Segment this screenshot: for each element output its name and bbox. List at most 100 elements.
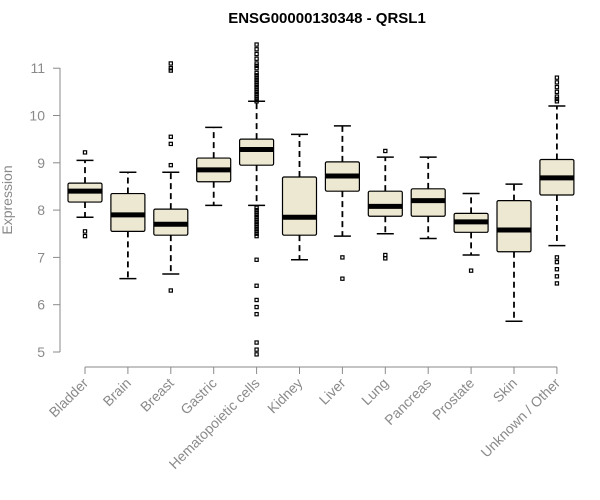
- outlier-point: [254, 352, 259, 357]
- outlier-point: [254, 219, 259, 225]
- outlier-point: [82, 229, 88, 234]
- iqr-box: [239, 138, 275, 166]
- outlier-point: [254, 47, 259, 52]
- outlier-point: [254, 210, 259, 215]
- outlier-point: [254, 222, 259, 227]
- outlier-point: [254, 73, 259, 78]
- iqr-box: [367, 190, 403, 217]
- outlier-point: [383, 256, 388, 261]
- outlier-point: [554, 80, 560, 85]
- outlier-point: [554, 96, 560, 102]
- x-tick-label: Gastric: [177, 375, 220, 418]
- outlier-point: [554, 259, 560, 265]
- outlier-point: [254, 205, 259, 210]
- outlier-point: [254, 257, 259, 262]
- outlier-point: [254, 304, 259, 310]
- outlier-point: [554, 84, 560, 90]
- outlier-point: [254, 347, 259, 352]
- outlier-point: [254, 80, 259, 85]
- outlier-point: [554, 94, 560, 99]
- outlier-point: [254, 217, 259, 222]
- outlier-point: [554, 89, 560, 95]
- outlier-point: [254, 226, 259, 232]
- x-tick-label: Pancreas: [381, 375, 434, 428]
- outlier-point: [468, 268, 474, 273]
- outlier-point: [82, 233, 88, 239]
- y-axis-ticks: 5 6 7 8 9 10 11: [29, 60, 60, 360]
- box-group: [496, 183, 532, 323]
- outlier-point: [254, 56, 259, 61]
- chart-title: ENSG00000130348 - QRSL1: [228, 10, 426, 27]
- outlier-point: [254, 75, 259, 80]
- iqr-box: [496, 200, 532, 253]
- outlier-point: [254, 224, 259, 229]
- outlier-point: [254, 61, 259, 66]
- outlier-point: [254, 84, 259, 90]
- outlier-point: [168, 141, 173, 147]
- outlier-point: [82, 150, 88, 155]
- outlier-point: [254, 229, 259, 234]
- outlier-point: [168, 134, 173, 139]
- box-group: [239, 42, 275, 357]
- box-group: [324, 125, 360, 281]
- box-group: [453, 192, 489, 273]
- outlier-point: [168, 65, 173, 71]
- outlier-point: [254, 207, 259, 213]
- outlier-point: [254, 42, 259, 47]
- outlier-point: [254, 70, 259, 76]
- outlier-point: [554, 75, 560, 80]
- iqr-box: [281, 176, 318, 236]
- y-tick-label: 6: [37, 297, 45, 313]
- outlier-point: [254, 63, 259, 69]
- outlier-point: [254, 94, 259, 99]
- outlier-point: [254, 51, 259, 57]
- y-tick-label: 10: [29, 108, 45, 124]
- x-tick-label: Skin: [490, 375, 521, 406]
- x-tick-label: Brain: [100, 375, 134, 409]
- outlier-point: [554, 281, 560, 286]
- y-tick-label: 9: [37, 155, 45, 171]
- outlier-point: [254, 214, 259, 220]
- outlier-point: [254, 340, 259, 345]
- outlier-point: [254, 96, 259, 102]
- outlier-point: [254, 77, 259, 83]
- outlier-point: [254, 233, 259, 239]
- outlier-point: [254, 311, 259, 317]
- box-group: [153, 61, 189, 293]
- x-tick-label: Breast: [137, 375, 177, 415]
- y-tick-label: 7: [37, 249, 45, 265]
- outlier-point: [254, 87, 259, 92]
- outlier-point: [340, 276, 345, 281]
- x-tick-label: Bladder: [46, 375, 92, 421]
- outlier-point: [254, 89, 259, 95]
- y-tick-label: 5: [37, 344, 45, 360]
- box-group: [410, 156, 446, 240]
- box-group: [67, 150, 103, 239]
- x-tick-label: Liver: [316, 375, 349, 408]
- y-tick-label: 11: [30, 60, 45, 76]
- y-axis-label: Expression: [0, 165, 15, 234]
- box-group: [539, 75, 575, 286]
- outlier-point: [554, 99, 560, 104]
- outlier-point: [254, 212, 259, 218]
- y-tick-label: 8: [37, 202, 45, 218]
- outlier-point: [168, 162, 173, 168]
- outlier-point: [254, 92, 259, 97]
- box-group: [281, 133, 318, 261]
- box-group: [110, 171, 146, 280]
- outlier-point: [554, 267, 560, 272]
- outlier-point: [383, 148, 388, 154]
- outlier-point: [168, 68, 173, 73]
- outlier-point: [254, 283, 259, 288]
- box-group: [196, 126, 232, 207]
- outlier-point: [168, 61, 173, 66]
- outlier-point: [254, 231, 259, 236]
- x-tick-label: Kidney: [264, 375, 306, 417]
- outlier-point: [340, 255, 345, 260]
- outlier-point: [554, 255, 560, 260]
- outlier-point: [254, 99, 259, 104]
- x-tick-label: Unknown / Other: [477, 375, 563, 461]
- outlier-point: [254, 82, 259, 87]
- outlier-point: [254, 65, 259, 71]
